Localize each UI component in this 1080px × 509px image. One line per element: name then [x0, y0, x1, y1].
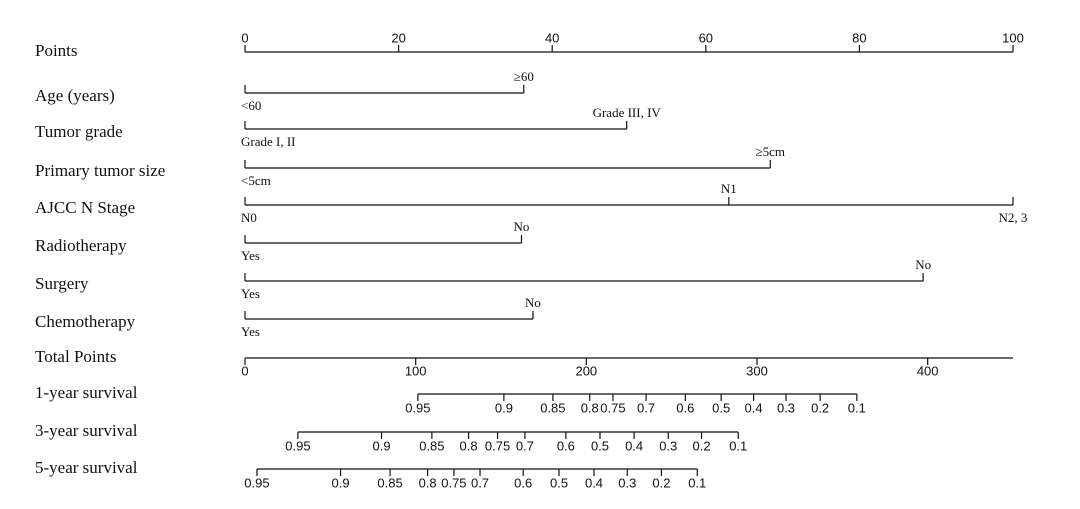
row-label: Chemotherapy	[35, 312, 136, 331]
tick-label: 0.2	[692, 438, 710, 453]
tick-label: 0.95	[244, 475, 269, 490]
tick-label: 0	[241, 30, 248, 45]
tick-label: 0.4	[745, 400, 763, 415]
tick-label: 0.1	[848, 400, 866, 415]
row-label: Radiotherapy	[35, 236, 127, 255]
tick-label: 0.75	[485, 438, 510, 453]
tick-label: 0.9	[332, 475, 350, 490]
tick-label: 40	[545, 30, 559, 45]
level-label: N0	[241, 210, 257, 225]
tick-label: 0.6	[557, 438, 575, 453]
tick-label: 60	[699, 30, 713, 45]
tick-label: 0.3	[618, 475, 636, 490]
tick-label: 0.8	[460, 438, 478, 453]
tick-label: 0.8	[419, 475, 437, 490]
tick-label: 0.3	[777, 400, 795, 415]
tick-label: 80	[852, 30, 866, 45]
tick-label: 0.95	[405, 400, 430, 415]
tick-label: 0.7	[516, 438, 534, 453]
level-label: <5cm	[241, 173, 271, 188]
level-label: No	[514, 219, 530, 234]
tick-label: 0.6	[514, 475, 532, 490]
level-label: Yes	[241, 248, 260, 263]
tick-label: 0.5	[550, 475, 568, 490]
level-label: Grade III, IV	[593, 105, 662, 120]
tick-label: 0.1	[688, 475, 706, 490]
row-label: Tumor grade	[35, 122, 123, 141]
row-label: Primary tumor size	[35, 161, 165, 180]
tick-label: 0.6	[676, 400, 694, 415]
tick-label: 0.3	[659, 438, 677, 453]
level-label: Yes	[241, 286, 260, 301]
row-label: AJCC N Stage	[35, 198, 135, 217]
level-label: Grade I, II	[241, 134, 296, 149]
tick-label: 0.2	[652, 475, 670, 490]
tick-label: 0	[241, 363, 248, 378]
tick-label: 0.75	[600, 400, 625, 415]
level-label: <60	[241, 98, 261, 113]
tick-label: 300	[746, 363, 768, 378]
tick-label: 0.5	[712, 400, 730, 415]
tick-label: 0.85	[377, 475, 402, 490]
row-label: Age (years)	[35, 86, 115, 105]
tick-label: 0.9	[372, 438, 390, 453]
tick-label: 20	[391, 30, 405, 45]
level-label: Yes	[241, 324, 260, 339]
level-label: ≥60	[514, 69, 534, 84]
tick-label: 0.9	[495, 400, 513, 415]
row-label: 3-year survival	[35, 421, 138, 440]
tick-label: 400	[917, 363, 939, 378]
row-label: 5-year survival	[35, 458, 138, 477]
level-label: No	[915, 257, 931, 272]
row-label: Points	[35, 41, 78, 60]
level-label: N2, 3	[999, 210, 1028, 225]
tick-label: 0.7	[471, 475, 489, 490]
tick-label: 200	[575, 363, 597, 378]
level-label: No	[525, 295, 541, 310]
level-label: N1	[721, 181, 737, 196]
tick-label: 0.95	[285, 438, 310, 453]
tick-label: 100	[1002, 30, 1024, 45]
tick-label: 0.4	[585, 475, 603, 490]
tick-label: 0.75	[441, 475, 466, 490]
level-label: ≥5cm	[756, 144, 786, 159]
tick-label: 0.8	[581, 400, 599, 415]
tick-label: 0.85	[419, 438, 444, 453]
tick-label: 0.2	[811, 400, 829, 415]
tick-label: 100	[405, 363, 427, 378]
row-label: Surgery	[35, 274, 89, 293]
tick-label: 0.5	[591, 438, 609, 453]
tick-label: 0.7	[637, 400, 655, 415]
tick-label: 0.1	[729, 438, 747, 453]
tick-label: 0.85	[540, 400, 565, 415]
tick-label: 0.4	[625, 438, 643, 453]
row-label: Total Points	[35, 347, 116, 366]
row-label: 1-year survival	[35, 383, 138, 402]
